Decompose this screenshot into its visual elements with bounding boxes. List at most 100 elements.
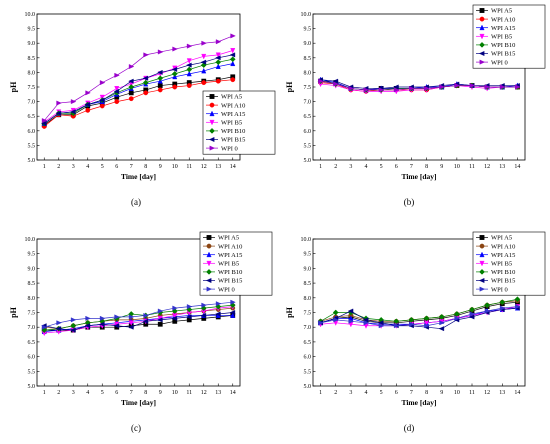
data-point — [85, 90, 91, 96]
x-tick-label: 12 — [201, 390, 207, 396]
y-tick-label: 7.0 — [28, 325, 36, 331]
data-point — [333, 81, 339, 87]
data-point — [348, 318, 354, 324]
legend-swatch-marker — [479, 8, 485, 13]
x-tick-label: 2 — [57, 390, 60, 396]
y-tick-label: 7.5 — [28, 311, 36, 317]
y-tick-label: 6.0 — [304, 355, 312, 361]
data-point — [142, 318, 149, 324]
data-point — [229, 309, 236, 316]
data-point — [201, 67, 207, 74]
y-tick-label: 9.5 — [28, 27, 36, 33]
x-tick-label: 1 — [319, 390, 322, 396]
data-point — [230, 77, 236, 83]
legend-swatch-marker — [478, 277, 485, 284]
y-tick-label: 5.0 — [304, 384, 312, 390]
x-tick-label: 3 — [349, 390, 352, 396]
legend-entry: WPI B15 — [221, 137, 245, 144]
data-point — [143, 312, 149, 318]
x-tick-label: 13 — [499, 390, 505, 396]
data-point — [143, 90, 149, 96]
x-tick-label: 11 — [186, 164, 192, 170]
legend-swatch-marker — [206, 286, 213, 292]
x-tick-label: 4 — [86, 390, 89, 396]
x-tick-label: 7 — [410, 390, 413, 396]
legend-swatch-marker — [206, 251, 212, 258]
legend-entry: WPI A15 — [218, 252, 242, 259]
x-tick-label: 1 — [43, 164, 46, 170]
data-point — [157, 83, 163, 88]
data-point — [362, 317, 369, 323]
data-point — [70, 327, 76, 333]
y-tick-label: 6.5 — [28, 114, 36, 120]
data-point — [186, 43, 193, 49]
legend-entry: WPI A5 — [218, 235, 239, 242]
legend-swatch-marker — [209, 94, 215, 99]
legend-entry: WPI B5 — [218, 261, 239, 268]
data-point — [113, 323, 120, 329]
x-tick-label: 6 — [395, 164, 398, 170]
y-tick-label: 8.5 — [28, 56, 36, 62]
y-tick-label: 8.5 — [304, 56, 312, 62]
data-point — [99, 321, 105, 327]
legend-swatch-marker — [479, 286, 486, 292]
data-point — [85, 107, 91, 113]
legend-entry: WPI A10 — [491, 243, 515, 250]
x-tick-label: 12 — [484, 390, 490, 396]
data-point — [333, 317, 339, 323]
panel-label: (a) — [131, 197, 141, 207]
data-point — [468, 314, 475, 320]
data-point — [99, 103, 105, 109]
data-point — [409, 85, 415, 91]
legend-swatch-marker — [208, 136, 215, 143]
data-point — [186, 58, 192, 64]
legend-entry: WPI 0 — [491, 59, 508, 66]
data-point — [172, 305, 178, 311]
data-point — [157, 75, 164, 82]
y-axis-label: pH — [9, 81, 18, 92]
data-point — [55, 326, 62, 332]
data-point — [128, 320, 134, 326]
data-point — [84, 323, 91, 329]
data-point — [186, 70, 192, 77]
data-point — [56, 100, 62, 106]
data-point — [215, 39, 222, 45]
y-tick-label: 6.5 — [304, 114, 312, 120]
data-point — [157, 321, 163, 327]
data-point — [114, 99, 120, 105]
data-point — [70, 322, 77, 329]
x-tick-label: 5 — [101, 390, 104, 396]
y-tick-label: 10.0 — [25, 12, 36, 18]
x-tick-label: 3 — [72, 390, 75, 396]
data-point — [128, 96, 134, 102]
series-wpi-b10 — [41, 56, 236, 127]
x-tick-label: 13 — [215, 390, 221, 396]
y-tick-label: 10.0 — [25, 237, 36, 243]
data-point — [171, 66, 178, 72]
data-point — [201, 302, 207, 308]
legend-swatch-marker — [479, 243, 485, 249]
legend-swatch-marker — [206, 243, 212, 249]
data-point — [439, 84, 445, 90]
series-wpi-b10 — [317, 296, 521, 325]
x-tick-label: 11 — [186, 390, 192, 396]
data-point — [41, 120, 47, 127]
data-point — [157, 49, 164, 55]
data-point — [347, 308, 354, 314]
series-line — [44, 79, 233, 127]
data-point — [157, 69, 163, 75]
x-axis-label: Time [day] — [121, 172, 156, 181]
series-line — [44, 58, 233, 124]
data-point — [230, 60, 236, 67]
legend-entry: WPI B5 — [221, 120, 242, 127]
legend-entry: WPI B10 — [491, 269, 515, 276]
y-tick-label: 9.5 — [28, 252, 36, 258]
data-point — [229, 56, 236, 63]
y-tick-label: 7.0 — [304, 100, 312, 106]
data-point — [484, 84, 491, 90]
x-tick-label: 10 — [454, 164, 460, 170]
legend-swatch-marker — [206, 260, 212, 267]
y-tick-label: 7.5 — [304, 311, 312, 317]
data-point — [128, 64, 135, 70]
